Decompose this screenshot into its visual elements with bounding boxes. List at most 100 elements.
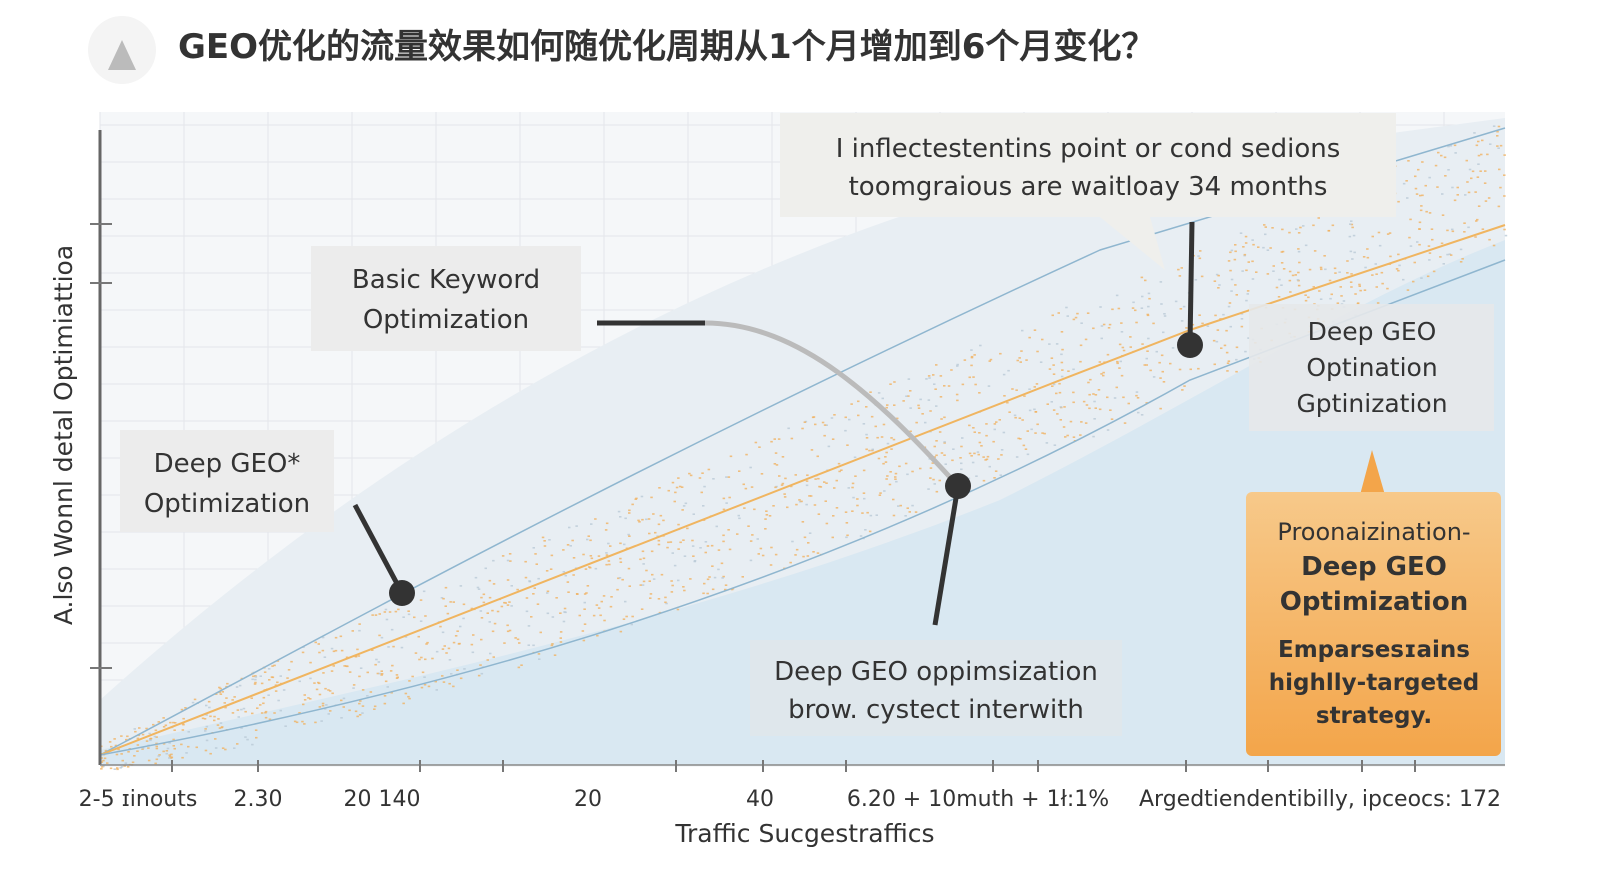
- dot: [619, 557, 622, 560]
- dot: [157, 755, 160, 757]
- dot: [881, 397, 884, 400]
- dot: [491, 630, 495, 633]
- dot: [857, 400, 860, 403]
- dot: [904, 515, 907, 517]
- dot: [631, 503, 634, 506]
- dot: [933, 383, 936, 385]
- dot: [506, 624, 509, 627]
- dot: [729, 455, 733, 458]
- dot: [605, 563, 608, 566]
- dot: [1409, 218, 1412, 221]
- dot: [1333, 267, 1337, 270]
- dot: [559, 612, 562, 614]
- dot: [968, 376, 971, 379]
- annotation-detail: highlly-targeted: [1269, 670, 1479, 696]
- dot: [1088, 407, 1091, 410]
- dot: [1480, 153, 1483, 156]
- dot: [927, 399, 931, 401]
- dot: [888, 483, 892, 486]
- dot: [120, 766, 124, 768]
- dot: [833, 487, 836, 489]
- dot: [1339, 286, 1342, 288]
- dot: [1217, 274, 1220, 277]
- dot: [1402, 278, 1405, 281]
- dot: [354, 710, 358, 713]
- dot: [686, 527, 689, 530]
- dot: [1476, 176, 1480, 178]
- dot: [532, 593, 535, 595]
- dot: [704, 541, 708, 543]
- dot: [268, 679, 271, 681]
- dot: [770, 546, 773, 549]
- dot: [1145, 357, 1148, 360]
- dot: [264, 710, 268, 713]
- dot: [1492, 244, 1496, 247]
- dot: [889, 471, 892, 473]
- dot: [689, 578, 692, 580]
- y-axis-label: A.lso Wonnl detal Optimiattioa: [49, 245, 78, 625]
- dot: [721, 577, 724, 579]
- dot: [1015, 389, 1018, 391]
- dot: [1318, 290, 1321, 292]
- dot: [852, 496, 855, 499]
- dot: [970, 349, 973, 351]
- dot: [1116, 360, 1119, 363]
- dot: [170, 753, 173, 756]
- dot: [1144, 279, 1147, 282]
- dot: [1353, 251, 1356, 254]
- dot: [1135, 391, 1139, 393]
- dot: [1304, 299, 1308, 302]
- dot: [115, 753, 119, 756]
- dot: [1018, 417, 1022, 419]
- dot: [182, 717, 185, 720]
- dot: [1291, 274, 1295, 277]
- dot: [263, 671, 267, 673]
- dot: [935, 440, 938, 442]
- dot: [219, 693, 223, 695]
- dot: [394, 610, 398, 613]
- dot: [581, 630, 585, 632]
- dot: [871, 448, 874, 451]
- dot: [221, 691, 224, 693]
- dot: [1107, 327, 1111, 329]
- dot: [1247, 261, 1250, 263]
- dot: [978, 392, 981, 394]
- dot: [993, 423, 997, 425]
- dot: [1234, 244, 1237, 246]
- dot: [915, 421, 918, 424]
- dot: [698, 477, 702, 479]
- dot: [884, 456, 887, 458]
- dot: [940, 418, 943, 420]
- dot: [631, 615, 634, 618]
- dot: [641, 584, 645, 586]
- dot: [1299, 226, 1302, 229]
- dot: [1015, 456, 1019, 458]
- dot: [795, 548, 799, 551]
- dot: [909, 390, 912, 392]
- dot: [972, 376, 975, 378]
- dot: [592, 614, 596, 617]
- dot: [769, 564, 773, 566]
- dot: [702, 505, 705, 507]
- labels: I inflectestentins point or cond sedions…: [144, 134, 1479, 729]
- dot: [837, 462, 841, 465]
- dot: [1006, 401, 1009, 404]
- dot: [1473, 132, 1476, 134]
- dot: [524, 576, 528, 579]
- dot: [274, 684, 278, 686]
- dot: [597, 607, 601, 609]
- dot: [1336, 302, 1340, 304]
- dot: [879, 492, 882, 494]
- dot: [1245, 299, 1248, 302]
- dot: [1302, 225, 1305, 227]
- dot: [794, 554, 797, 556]
- dot: [1388, 232, 1392, 234]
- dot: [1113, 397, 1117, 399]
- dot: [754, 441, 758, 444]
- dot: [1159, 377, 1162, 379]
- dot: [1106, 429, 1110, 431]
- dot: [1048, 343, 1051, 345]
- dot: [276, 660, 280, 662]
- dot: [994, 470, 998, 472]
- dot: [1028, 336, 1031, 339]
